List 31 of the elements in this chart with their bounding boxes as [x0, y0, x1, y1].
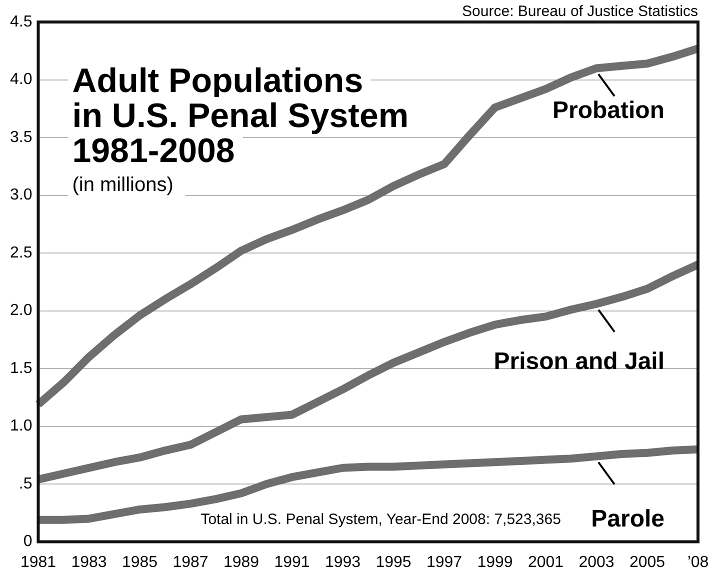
x-tick-label: 1985 — [122, 554, 158, 571]
y-tick-label: 1.0 — [10, 418, 32, 435]
y-tick-label: 3.5 — [10, 128, 32, 146]
y-tick-label: .5 — [18, 475, 32, 492]
x-tick-label: 1995 — [376, 554, 412, 571]
y-tick-label: 2.5 — [10, 244, 32, 262]
series-label: Probation — [552, 97, 664, 124]
x-tick-label: 1993 — [324, 554, 361, 571]
x-tick-label: 1981 — [20, 554, 56, 571]
x-tick-label: 2003 — [578, 554, 614, 571]
text: Parole — [591, 505, 664, 532]
y-tick-label: 2.0 — [10, 302, 32, 320]
text: Adult Populations in U.S. Penal System 1981-2008 — [72, 62, 409, 170]
x-tick-label: ’08 — [687, 554, 709, 571]
text: (in millions) — [72, 174, 174, 196]
annotation: Total in U.S. Penal System, Year-End 2008: 7,523,365 — [200, 510, 561, 528]
x-tick-label: 2001 — [528, 554, 564, 571]
x-tick-label: 1997 — [426, 554, 462, 571]
y-tick-label: 0 — [23, 533, 32, 550]
x-tick-label: 1983 — [71, 554, 107, 571]
series-label: Prison and Jail — [494, 348, 664, 375]
x-tick-label: 1999 — [477, 554, 513, 571]
x-tick-label: 1987 — [172, 554, 208, 571]
x-tick-label: 2005 — [629, 554, 666, 571]
y-tick-label: 4.0 — [10, 71, 32, 88]
x-tick-label: 1991 — [274, 554, 310, 571]
y-tick-label: 4.5 — [10, 13, 32, 30]
y-tick-label: 3.0 — [10, 186, 32, 204]
x-tick-label: 1989 — [223, 554, 260, 571]
source-note: Source: Bureau of Justice Statistics — [462, 3, 698, 20]
y-tick-label: 1.5 — [10, 360, 32, 377]
